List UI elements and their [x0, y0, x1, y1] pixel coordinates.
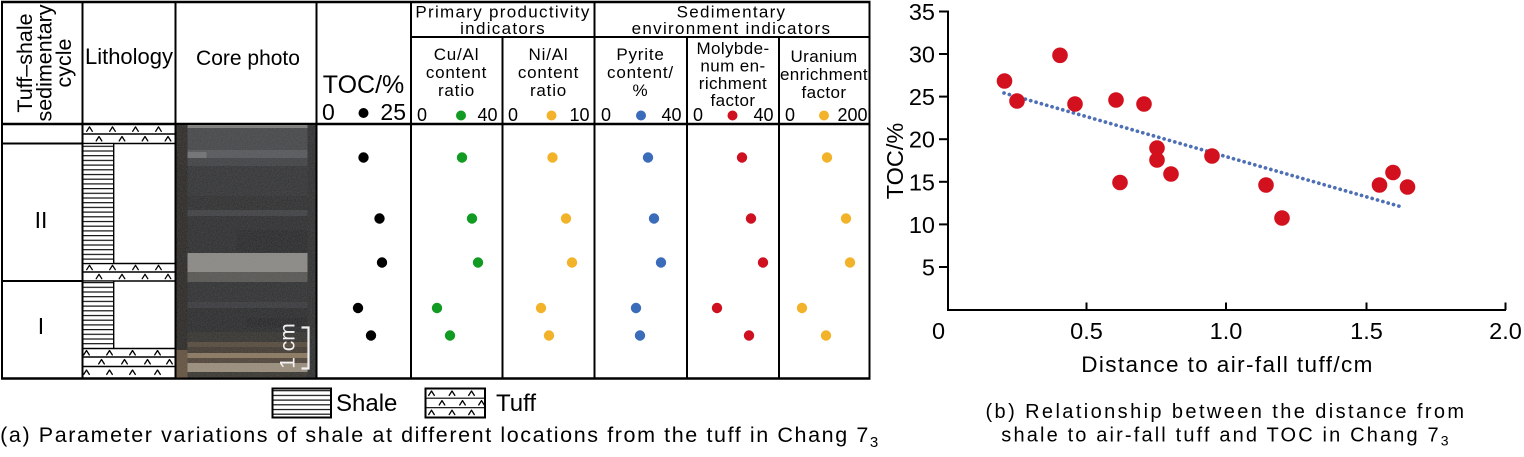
svg-text:(a) Parameter variations of sh: (a) Parameter variations of shale at dif…: [0, 423, 880, 451]
svg-text:Tuff: Tuff: [496, 390, 536, 417]
svg-text:0: 0: [785, 105, 795, 125]
svg-text:Sedimentary: Sedimentary: [677, 3, 787, 22]
svg-text:enrichment: enrichment: [780, 65, 868, 84]
svg-text:Molybde-: Molybde-: [696, 39, 769, 58]
svg-text:15: 15: [909, 169, 935, 195]
svg-text:0: 0: [932, 318, 945, 344]
svg-text:1.5: 1.5: [1350, 318, 1383, 344]
svg-text:1 cm: 1 cm: [277, 323, 300, 369]
svg-text:Lithology: Lithology: [85, 44, 173, 69]
svg-text:shale to air-fall tuff and TOC: shale to air-fall tuff and TOC in Chang …: [1001, 425, 1450, 449]
svg-text:25: 25: [909, 84, 935, 110]
svg-text:%: %: [633, 81, 649, 100]
svg-text:sedimentary: sedimentary: [32, 4, 56, 121]
svg-text:0: 0: [508, 105, 518, 125]
svg-text:5: 5: [922, 255, 935, 281]
svg-text:Uranium: Uranium: [790, 47, 857, 66]
svg-text:0: 0: [322, 99, 335, 125]
svg-text:I: I: [38, 313, 44, 339]
svg-text:0: 0: [601, 105, 611, 125]
svg-text:TOC/%: TOC/%: [323, 71, 405, 99]
svg-text:content: content: [426, 63, 487, 82]
svg-text:(b) Relationship between the d: (b) Relationship between the distance fr…: [985, 401, 1466, 423]
svg-text:Tuff–shale: Tuff–shale: [13, 13, 37, 112]
svg-text:40: 40: [477, 105, 497, 125]
svg-text:0.5: 0.5: [1070, 318, 1103, 344]
svg-text:Core photo: Core photo: [196, 47, 300, 70]
svg-text:TOC/%: TOC/%: [882, 123, 908, 200]
svg-text:30: 30: [909, 42, 935, 68]
svg-text:200: 200: [837, 105, 867, 125]
svg-text:Pyrite: Pyrite: [616, 45, 664, 64]
svg-text:0: 0: [693, 105, 703, 125]
svg-text:Ni/Al: Ni/Al: [529, 45, 569, 64]
svg-text:II: II: [35, 207, 48, 233]
svg-text:40: 40: [661, 105, 681, 125]
svg-text:ratio: ratio: [530, 81, 567, 100]
svg-text:indicators: indicators: [460, 19, 546, 38]
svg-text:factor: factor: [802, 83, 847, 102]
svg-text:Distance to air-fall tuff/cm: Distance to air-fall tuff/cm: [1081, 352, 1374, 377]
svg-text:num en-: num en-: [700, 57, 765, 76]
svg-text:0: 0: [417, 105, 427, 125]
svg-text:richment: richment: [699, 74, 767, 93]
svg-text:factor: factor: [711, 91, 756, 110]
svg-text:10: 10: [569, 105, 589, 125]
svg-text:cycle: cycle: [52, 39, 76, 88]
svg-text:25: 25: [380, 99, 406, 125]
svg-text:2.0: 2.0: [1489, 318, 1522, 344]
svg-text:Shale: Shale: [336, 390, 397, 417]
svg-text:35: 35: [909, 0, 935, 25]
svg-text:content/: content/: [607, 63, 674, 82]
svg-text:content: content: [518, 63, 579, 82]
svg-text:1.0: 1.0: [1210, 318, 1243, 344]
svg-text:Cu/Al: Cu/Al: [434, 45, 480, 64]
svg-text:Primary productivity: Primary productivity: [415, 3, 590, 22]
svg-text:20: 20: [909, 127, 935, 153]
svg-text:10: 10: [909, 212, 935, 238]
svg-text:ratio: ratio: [438, 81, 475, 100]
svg-text:environment indicators: environment indicators: [632, 19, 832, 38]
svg-text:40: 40: [753, 105, 773, 125]
